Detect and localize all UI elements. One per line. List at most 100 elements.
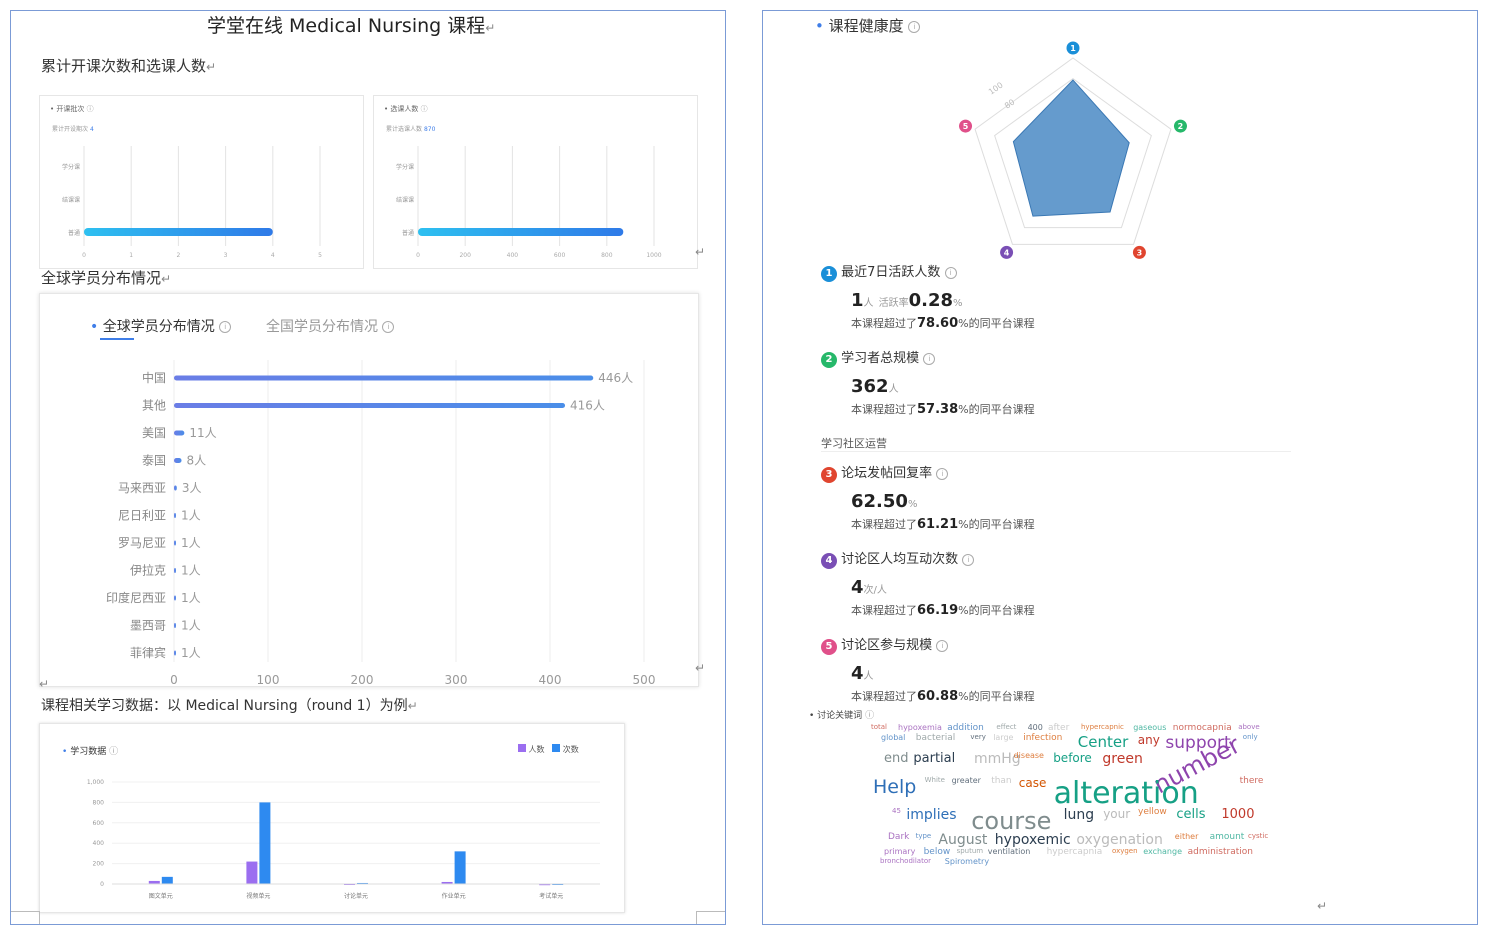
metric-percentile: 本课程超过了61.21%的同平台课程 [851, 517, 1035, 532]
category-label: 伊拉克 [130, 563, 166, 578]
panel-subtitle: 累计选课人数 870 [386, 126, 436, 133]
keyword-word: yellow [1138, 807, 1167, 817]
keyword-word: bacterial [915, 733, 956, 743]
keyword-word: exchange [1143, 847, 1183, 856]
keyword-word: hypercapnia [1046, 847, 1103, 857]
x-tick-label: 1000 [646, 252, 661, 259]
data-label: 1人 [181, 509, 201, 523]
keyword-word: addition [947, 723, 984, 733]
category-label: 视频单元 [246, 892, 270, 900]
keyword-word: course [971, 807, 1052, 835]
radar-grid [994, 77, 1152, 229]
keyword-word: Dark [888, 832, 910, 842]
info-icon[interactable]: i [944, 266, 957, 279]
metric-value: 4次/人 [851, 577, 887, 598]
health-metric-3: 3 论坛发帖回复率 i 62.50% 本课程超过了61.21%的同平台课程 [821, 462, 1035, 532]
bar [174, 540, 176, 546]
bar [84, 228, 273, 236]
keyword-word: August [938, 832, 988, 848]
x-tick-label: 300 [445, 673, 468, 686]
category-label: 讨论单元 [344, 892, 368, 900]
y-tick-label: 学分课 [62, 163, 80, 171]
keyword-word: disease [1013, 751, 1044, 760]
radar-axis-label: 2 [1178, 122, 1184, 131]
bar-people [246, 861, 258, 884]
x-tick-label: 100 [257, 673, 280, 686]
left-document-page: 学堂在线 Medical Nursing 课程↵ 累计开课次数和选课人数↵ • … [10, 10, 726, 925]
keyword-word: bronchodilator [880, 857, 931, 865]
keyword-word: alteration [1053, 776, 1199, 811]
radar-tick: 100 [987, 81, 1005, 97]
legend-swatch-times [552, 744, 561, 752]
keyword-word: above [1238, 723, 1260, 731]
metric-label: 1 最近7日活跃人数 i [821, 261, 1035, 282]
section-enrollment-title: 累计开课次数和选课人数↵ [41, 57, 217, 75]
metric-percentile: 本课程超过了78.60%的同平台课程 [851, 316, 1035, 331]
category-label: 墨西哥 [130, 619, 166, 633]
keyword-word: cystic [1248, 832, 1269, 840]
study-data-panel: • 学习数据 ⓘ 人数 次数 0 200 400 600 800 1,000 图文单元 视频单… [39, 723, 625, 913]
y-tick-label: 0 [100, 881, 104, 888]
metric-label: 5 讨论区参与规模 i [821, 634, 1035, 655]
bar [418, 228, 624, 236]
data-label: 1人 [181, 591, 201, 605]
return-mark: ↵ [39, 677, 50, 691]
keyword-word: mmHg [974, 751, 1021, 767]
keyword-word: before [1053, 751, 1092, 765]
data-label: 416人 [570, 399, 605, 413]
keyword-word: 400 [1027, 723, 1043, 732]
keyword-word: your [1103, 807, 1131, 821]
x-tick-label: 400 [539, 673, 562, 686]
bar [174, 375, 594, 381]
bar-times [454, 851, 466, 884]
metric-percentile: 本课程超过了57.38%的同平台课程 [851, 402, 1035, 417]
bar [174, 623, 176, 628]
data-label: 446人 [598, 371, 633, 385]
category-label: 罗马尼亚 [118, 536, 166, 550]
keyword-word: below [923, 847, 951, 857]
study-data-chart: 0 200 400 600 800 1,000 图文单元 视频单元 讨论单元 作业单元 考试单元 [87, 779, 600, 900]
category-label: 美国 [142, 426, 166, 440]
keyword-word: Spirometry [944, 857, 990, 866]
bar [174, 485, 177, 491]
bar-times [259, 802, 271, 884]
health-metric-4: 4 讨论区人均互动次数 i 4次/人 本课程超过了66.19%的同平台课程 [821, 548, 1035, 618]
info-icon[interactable]: i [962, 553, 975, 566]
radar-area [1012, 79, 1130, 217]
legend-swatch-people [518, 744, 526, 752]
category-label: 图文单元 [149, 892, 173, 900]
bar [174, 568, 176, 573]
x-tick-label: 400 [507, 252, 519, 259]
keyword-word: than [991, 776, 1012, 786]
category-label: 作业单元 [442, 892, 466, 900]
info-icon[interactable]: i [936, 639, 949, 652]
metric-label: 2 学习者总规模 i [821, 347, 1035, 368]
metric-value: 4人 [851, 663, 874, 684]
radar-axis-marker [1173, 119, 1187, 133]
keyword-word: end [884, 751, 909, 766]
info-icon[interactable]: i [923, 352, 936, 365]
metric-value: 362人 [851, 376, 899, 397]
tab-global-distribution[interactable]: • 全球学员分布情况 i [90, 316, 232, 340]
x-tick-label: 800 [601, 252, 613, 259]
page-title: 学堂在线 Medical Nursing 课程↵ [207, 15, 496, 37]
category-label: 马来西亚 [118, 481, 166, 495]
keyword-word: oxygen [1112, 847, 1138, 855]
keyword-word: large [993, 733, 1014, 742]
keyword-word: total [871, 723, 888, 731]
bar-times [161, 876, 173, 884]
keyword-word: 45 [892, 807, 901, 815]
y-tick-label: 600 [93, 820, 105, 827]
keyword-word: implies [906, 807, 957, 823]
keyword-word: amount [1209, 832, 1245, 842]
info-icon[interactable]: i [936, 467, 949, 480]
y-tick-label: 普通 [68, 229, 80, 237]
keyword-word: 1000 [1221, 807, 1255, 822]
tab-national-distribution[interactable]: 全国学员分布情况 i [266, 316, 395, 336]
keyword-word-cloud: total hypoxemia addition effect 400 after hype… [871, 723, 1291, 913]
keyword-word: only [1242, 733, 1258, 741]
keyword-word: greater [951, 776, 981, 785]
